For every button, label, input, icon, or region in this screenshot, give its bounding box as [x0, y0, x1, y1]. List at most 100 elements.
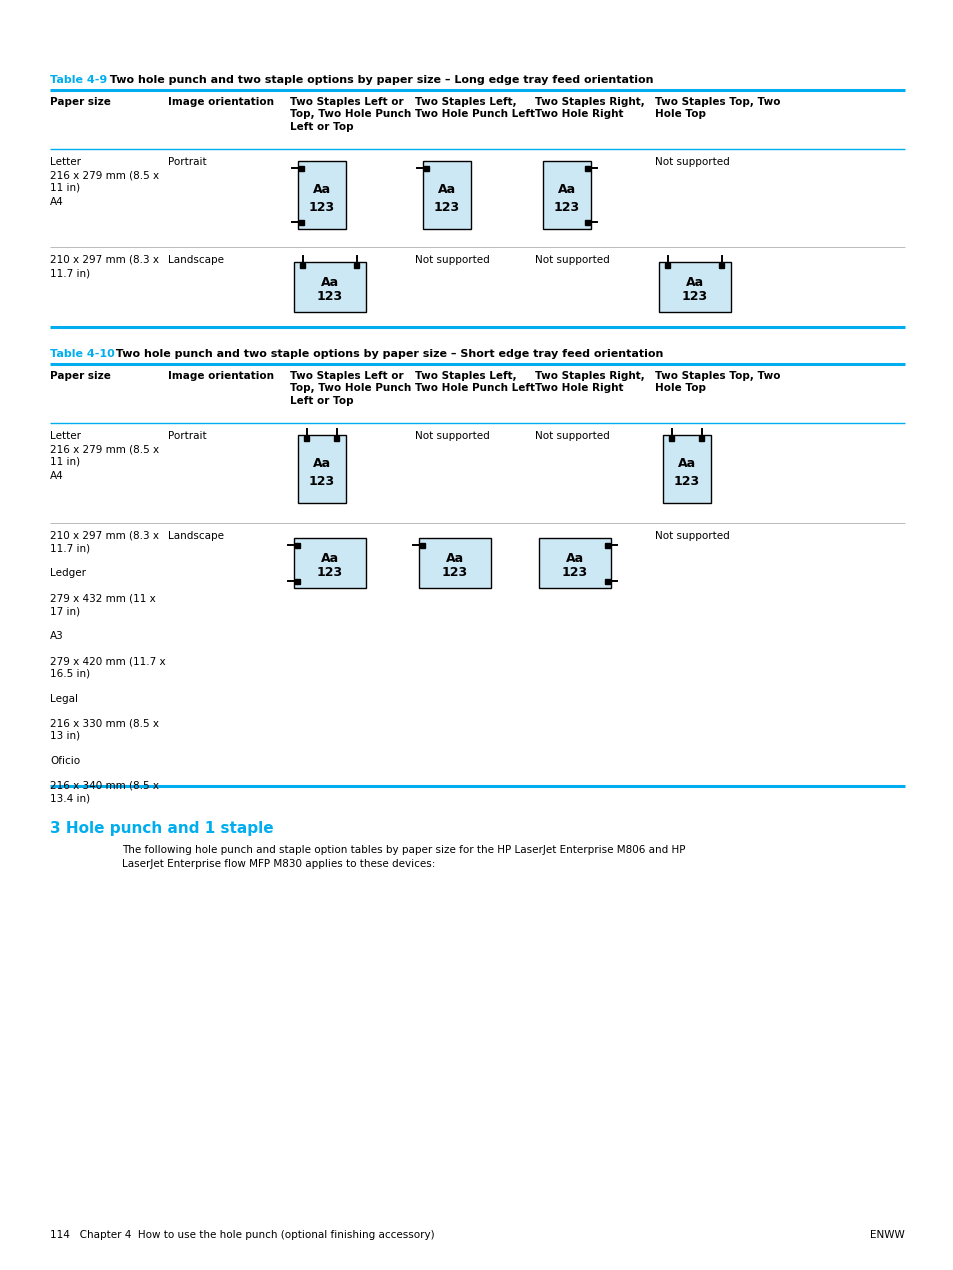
Text: 279 x 420 mm (11.7 x: 279 x 420 mm (11.7 x: [50, 657, 166, 665]
FancyBboxPatch shape: [418, 538, 491, 588]
Text: Not supported: Not supported: [655, 157, 729, 166]
Text: Two Staples Left or
Top, Two Hole Punch
Left or Top: Two Staples Left or Top, Two Hole Punch …: [290, 97, 411, 132]
Text: Paper size: Paper size: [50, 97, 111, 107]
Text: Image orientation: Image orientation: [168, 371, 274, 381]
Bar: [294, 542, 299, 547]
Text: Not supported: Not supported: [415, 255, 489, 265]
Text: Aa: Aa: [313, 183, 331, 196]
Text: Paper size: Paper size: [50, 371, 111, 381]
Bar: [419, 542, 424, 547]
Text: Not supported: Not supported: [415, 431, 489, 441]
Text: 210 x 297 mm (8.3 x: 210 x 297 mm (8.3 x: [50, 531, 159, 541]
Text: 210 x 297 mm (8.3 x: 210 x 297 mm (8.3 x: [50, 255, 159, 265]
Text: 114   Chapter 4  How to use the hole punch (optional finishing accessory): 114 Chapter 4 How to use the hole punch …: [50, 1231, 435, 1240]
Text: Letter: Letter: [50, 431, 81, 441]
Bar: [423, 165, 429, 170]
Text: Two Staples Left,
Two Hole Punch Left: Two Staples Left, Two Hole Punch Left: [415, 97, 535, 119]
Text: Aa: Aa: [320, 277, 338, 290]
Text: 123: 123: [441, 565, 468, 579]
Text: Not supported: Not supported: [535, 255, 609, 265]
Text: Aa: Aa: [437, 183, 456, 196]
Bar: [719, 263, 723, 268]
Text: 123: 123: [316, 290, 343, 302]
Text: A4: A4: [50, 471, 64, 481]
Text: 11.7 in): 11.7 in): [50, 544, 90, 554]
FancyBboxPatch shape: [294, 262, 366, 312]
Text: Ledger: Ledger: [50, 569, 86, 579]
Text: Aa: Aa: [558, 183, 576, 196]
Text: Aa: Aa: [565, 552, 583, 565]
Text: 13.4 in): 13.4 in): [50, 794, 90, 804]
Text: A3: A3: [50, 631, 64, 641]
Text: 17 in): 17 in): [50, 606, 80, 616]
Bar: [335, 436, 339, 441]
Text: Not supported: Not supported: [655, 531, 729, 541]
Text: Table 4-9: Table 4-9: [50, 75, 107, 85]
Text: 216 x 340 mm (8.5 x: 216 x 340 mm (8.5 x: [50, 781, 159, 791]
Text: 123: 123: [316, 565, 343, 579]
Text: 123: 123: [309, 475, 335, 488]
Text: Legal: Legal: [50, 693, 78, 704]
Text: Letter: Letter: [50, 157, 81, 166]
Text: 3 Hole punch and 1 staple: 3 Hole punch and 1 staple: [50, 820, 274, 836]
Text: 16.5 in): 16.5 in): [50, 668, 90, 678]
Bar: [300, 263, 305, 268]
Text: Aa: Aa: [445, 552, 463, 565]
Text: A4: A4: [50, 197, 64, 207]
Text: 11 in): 11 in): [50, 457, 80, 467]
Bar: [699, 436, 703, 441]
Text: 216 x 330 mm (8.5 x: 216 x 330 mm (8.5 x: [50, 719, 159, 729]
Text: Two Staples Top, Two
Hole Top: Two Staples Top, Two Hole Top: [655, 97, 780, 119]
Text: 123: 123: [561, 565, 587, 579]
Text: Two hole punch and two staple options by paper size – Short edge tray feed orien: Two hole punch and two staple options by…: [108, 349, 662, 359]
Bar: [584, 165, 589, 170]
FancyBboxPatch shape: [662, 436, 710, 503]
Bar: [304, 436, 309, 441]
Text: 13 in): 13 in): [50, 732, 80, 740]
Text: 123: 123: [434, 201, 459, 213]
FancyBboxPatch shape: [297, 436, 346, 503]
Text: 123: 123: [309, 201, 335, 213]
Text: Two Staples Right,
Two Hole Right: Two Staples Right, Two Hole Right: [535, 371, 644, 394]
Text: Landscape: Landscape: [168, 531, 224, 541]
FancyBboxPatch shape: [659, 262, 730, 312]
Text: Aa: Aa: [685, 277, 703, 290]
Text: Aa: Aa: [678, 457, 696, 470]
Text: 279 x 432 mm (11 x: 279 x 432 mm (11 x: [50, 593, 155, 603]
Text: Landscape: Landscape: [168, 255, 224, 265]
Text: 11 in): 11 in): [50, 183, 80, 193]
Text: Two Staples Top, Two
Hole Top: Two Staples Top, Two Hole Top: [655, 371, 780, 394]
Text: 11.7 in): 11.7 in): [50, 268, 90, 278]
Text: Table 4-10: Table 4-10: [50, 349, 114, 359]
Text: 216 x 279 mm (8.5 x: 216 x 279 mm (8.5 x: [50, 171, 159, 182]
Text: Portrait: Portrait: [168, 157, 207, 166]
Text: 123: 123: [554, 201, 579, 213]
Text: Two hole punch and two staple options by paper size – Long edge tray feed orient: Two hole punch and two staple options by…: [102, 75, 653, 85]
Text: Portrait: Portrait: [168, 431, 207, 441]
Text: Image orientation: Image orientation: [168, 97, 274, 107]
Bar: [298, 165, 304, 170]
Bar: [669, 436, 674, 441]
Text: Two Staples Left or
Top, Two Hole Punch
Left or Top: Two Staples Left or Top, Two Hole Punch …: [290, 371, 411, 406]
Bar: [298, 220, 304, 225]
FancyBboxPatch shape: [422, 161, 471, 229]
Text: Two Staples Right,
Two Hole Right: Two Staples Right, Two Hole Right: [535, 97, 644, 119]
Text: 216 x 279 mm (8.5 x: 216 x 279 mm (8.5 x: [50, 444, 159, 455]
Text: Not supported: Not supported: [535, 431, 609, 441]
FancyBboxPatch shape: [538, 538, 610, 588]
Bar: [584, 220, 589, 225]
Text: Oficio: Oficio: [50, 756, 80, 766]
Bar: [294, 579, 299, 583]
Text: ENWW: ENWW: [869, 1231, 904, 1240]
Bar: [665, 263, 670, 268]
Bar: [355, 263, 359, 268]
Text: Aa: Aa: [313, 457, 331, 470]
FancyBboxPatch shape: [297, 161, 346, 229]
Text: 123: 123: [681, 290, 707, 302]
FancyBboxPatch shape: [294, 538, 366, 588]
Bar: [604, 579, 609, 583]
Text: The following hole punch and staple option tables by paper size for the HP Laser: The following hole punch and staple opti…: [122, 845, 685, 869]
Bar: [604, 542, 609, 547]
FancyBboxPatch shape: [542, 161, 590, 229]
Text: Aa: Aa: [320, 552, 338, 565]
